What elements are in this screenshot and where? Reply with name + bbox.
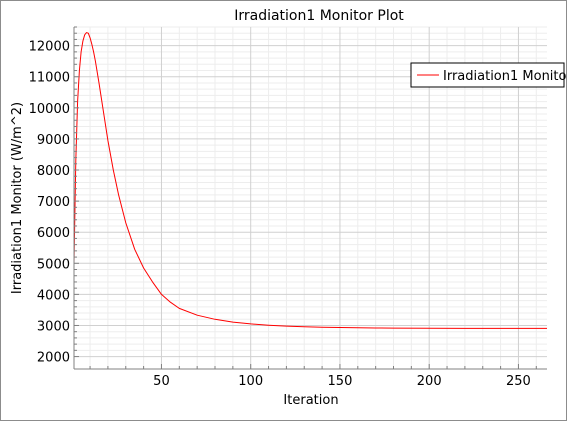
x-tick-label: 100 [238,374,263,389]
y-tick-label: 4000 [37,288,70,303]
y-axis-title: Irradiation1 Monitor (W/m^2) [10,102,25,294]
y-tick-label: 10000 [29,102,70,117]
x-tick-label: 200 [417,374,442,389]
y-tick-label: 11000 [29,71,70,86]
y-tick-label: 6000 [37,226,70,241]
series-line-irradiation1-monitor [73,32,547,329]
y-tick-label: 7000 [37,195,70,210]
y-tick-label: 3000 [37,319,70,334]
y-tick-label: 12000 [29,40,70,55]
series-layer [73,32,547,329]
y-tick-label: 8000 [37,164,70,179]
legend-label-irradiation1-monitor: Irradiation1 Monitor [443,69,567,84]
x-axis-title: Iteration [283,393,338,408]
x-tick-labels: 50 100 150 200 250 [153,374,531,389]
y-tick-label: 2000 [37,351,70,366]
y-tick-labels: 2000 3000 4000 5000 6000 7000 8000 9000 10000 110… [29,40,70,366]
x-tick-label: 150 [328,374,353,389]
x-tick-label: 250 [506,374,531,389]
y-tick-label: 9000 [37,133,70,148]
y-tick-label: 5000 [37,257,70,272]
axes [73,26,547,370]
minor-grid [74,26,547,369]
x-tick-label: 50 [153,374,170,389]
legend: Irradiation1 Monitor [410,62,567,88]
chart-title: Irradiation1 Monitor Plot [234,8,404,24]
